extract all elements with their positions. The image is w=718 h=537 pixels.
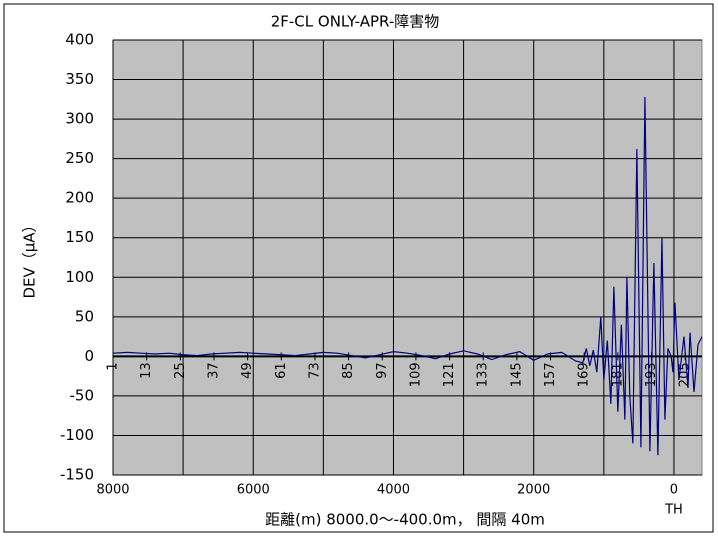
x-tick-label: 4000 — [377, 483, 410, 498]
y-tick-label: 200 — [65, 189, 94, 207]
plot-area — [112, 39, 703, 476]
index-tick-label: 85 — [341, 362, 356, 379]
x-axis-label: 距離(m) 8000.0～-400.0m， 間隔 40m — [265, 511, 545, 529]
index-tick-label: 37 — [206, 362, 221, 379]
y-tick-label: 100 — [65, 268, 94, 286]
index-tick-label: 145 — [509, 362, 524, 387]
y-tick-label: -150 — [60, 466, 94, 484]
y-tick-label: 50 — [75, 307, 94, 325]
index-tick-label: 133 — [476, 362, 491, 387]
index-tick-label: 121 — [442, 362, 457, 387]
x-tick-label: 0 — [670, 483, 678, 498]
index-tick-label: 181 — [610, 362, 625, 387]
index-tick-label: 61 — [274, 362, 289, 379]
y-tick-label: 400 — [65, 31, 94, 49]
y-tick-label: 150 — [65, 228, 94, 246]
y-tick-label: 0 — [84, 347, 94, 365]
x-marker-label: TH — [664, 503, 683, 518]
index-tick-label: 109 — [408, 362, 423, 387]
index-tick-label: 49 — [240, 362, 255, 379]
y-tick-label: 350 — [65, 70, 94, 88]
index-tick-label: 73 — [307, 362, 322, 379]
index-tick-label: 13 — [139, 362, 154, 379]
data-line — [112, 96, 703, 456]
index-tick-label: 97 — [375, 362, 390, 379]
index-tick-label: 169 — [577, 362, 592, 387]
y-tick-label: 300 — [65, 110, 94, 128]
index-tick-label: 1 — [106, 362, 121, 370]
chart-title: 2F-CL ONLY-APR-障害物 — [271, 13, 440, 31]
index-tick-label: 157 — [543, 362, 558, 387]
y-tick-label: 250 — [65, 149, 94, 167]
x-tick-label: 8000 — [96, 483, 129, 498]
x-tick-label: 2000 — [517, 483, 550, 498]
y-tick-label: -50 — [70, 386, 95, 404]
y-tick-label: -100 — [60, 426, 94, 444]
y-axis-label: DEV（μA） — [21, 217, 39, 298]
index-tick-label: 25 — [173, 362, 188, 379]
x-tick-label: 6000 — [237, 483, 270, 498]
